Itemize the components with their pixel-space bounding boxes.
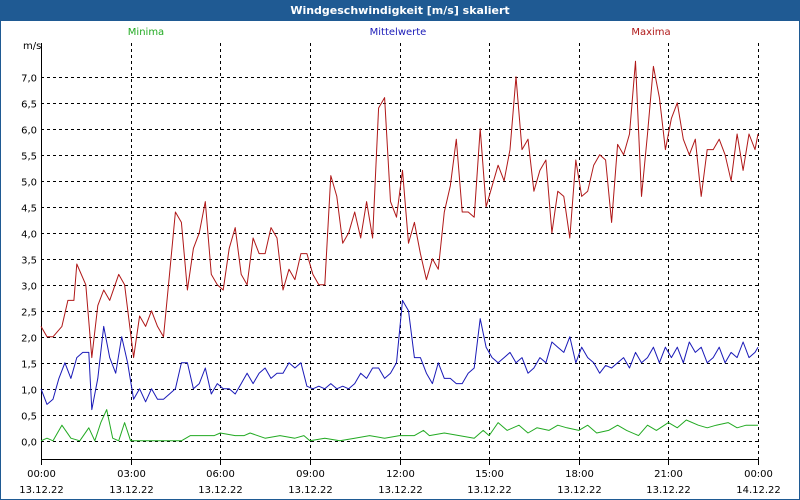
series-line-maxima: [40, 60, 759, 359]
x-tick-date: 13.12.22: [288, 485, 333, 496]
y-tick-label: 0,5: [21, 412, 37, 423]
y-tick-label: 2,5: [21, 308, 37, 319]
y-tick-label: 4,0: [21, 230, 37, 241]
y-tick-label: 6,0: [21, 126, 37, 137]
y-tick-label: 5,5: [21, 152, 37, 163]
y-axis-unit-label: m/s: [23, 41, 41, 52]
x-tick-labels: 00:00 13.12.22 03:00 13.12.22 06:00 13.12.22 0…: [19, 469, 781, 496]
y-tick-labels: 0,0 0,5 1,0 1,5 2,0 2,5 3,0 3,5 4,0 4,5 5,0 5,5 6,0 6…: [21, 74, 37, 449]
x-tick-date: 13.12.22: [467, 485, 512, 496]
y-tick-label: 2,0: [21, 334, 37, 345]
y-tick-label: 4,5: [21, 204, 37, 215]
x-tick-time: 09:00: [296, 469, 325, 480]
y-tick-label: 3,0: [21, 282, 37, 293]
y-tick-label: 6,5: [21, 100, 37, 111]
x-tick-date: 13.12.22: [198, 485, 243, 496]
x-tick-date: 14.12.22: [736, 485, 781, 496]
x-tick-date: 13.12.22: [109, 485, 154, 496]
x-tick-time: 06:00: [206, 469, 235, 480]
grid: [41, 43, 759, 459]
x-tick-time: 00:00: [744, 469, 773, 480]
legend-entry-maxima: Maxima: [631, 27, 670, 38]
plot-area: [41, 43, 758, 459]
legend-entry-mittelwerte: Mittelwerte: [370, 27, 427, 38]
y-tick-label: 5,0: [21, 178, 37, 189]
x-tick-time: 03:00: [117, 469, 146, 480]
chart-title: Windgeschwindigkeit [m/s] skaliert: [1, 1, 799, 21]
y-tick-label: 0,0: [21, 438, 37, 449]
series-lines: [40, 60, 759, 442]
x-tick-time: 21:00: [654, 469, 683, 480]
x-tick-date: 13.12.22: [19, 485, 64, 496]
series-line-minima: [40, 409, 758, 442]
x-tick-date: 13.12.22: [557, 485, 602, 496]
y-tick-label: 7,0: [21, 74, 37, 85]
series-line-mittelwerte: [40, 299, 759, 411]
x-tick-time: 18:00: [565, 469, 594, 480]
legend-entry-minima: Minima: [128, 27, 164, 38]
y-tick-label: 1,0: [21, 386, 37, 397]
x-tick-time: 00:00: [27, 469, 56, 480]
legend: Minima Mittelwerte Maxima: [128, 27, 671, 38]
x-tick-date: 13.12.22: [646, 485, 691, 496]
x-tick-time: 12:00: [386, 469, 415, 480]
y-tick-label: 3,5: [21, 256, 37, 267]
x-tick-time: 15:00: [475, 469, 504, 480]
y-tick-label: 1,5: [21, 360, 37, 371]
x-tick-date: 13.12.22: [378, 485, 423, 496]
